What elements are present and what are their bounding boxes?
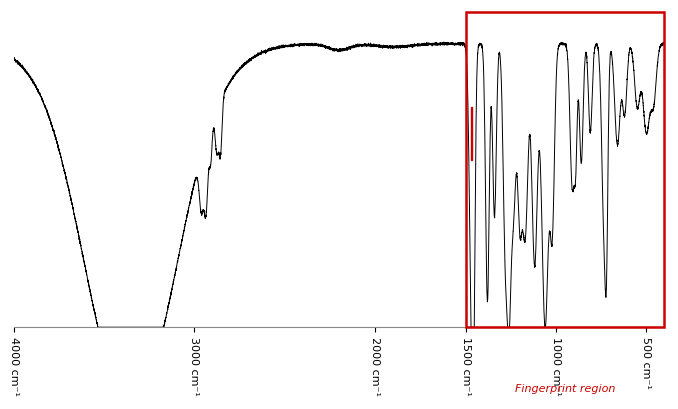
Text: Fingerprint region: Fingerprint region	[515, 384, 615, 394]
Bar	[466, 12, 664, 327]
Bar	[471, 107, 473, 160]
